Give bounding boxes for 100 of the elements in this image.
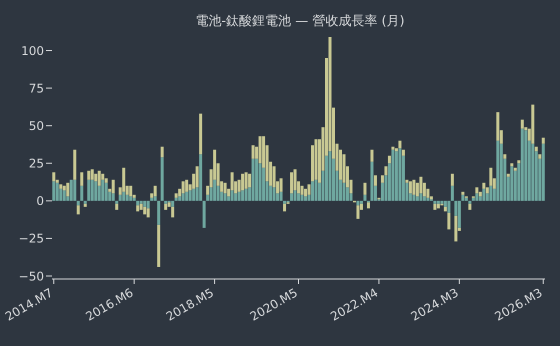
bar (468, 204, 472, 210)
bar (230, 190, 234, 201)
bar (304, 188, 308, 196)
bar (300, 194, 304, 201)
bar (447, 200, 450, 213)
bar (252, 158, 255, 201)
bar (115, 200, 118, 204)
bar (489, 186, 492, 201)
bar (542, 144, 545, 201)
bar (143, 206, 146, 214)
bar (160, 157, 164, 201)
bar (419, 193, 422, 201)
bar (224, 193, 227, 201)
bar (202, 200, 206, 228)
bar (388, 156, 391, 164)
bar (178, 196, 182, 201)
bar (241, 190, 244, 201)
bar (66, 182, 70, 196)
bar (76, 205, 80, 214)
bar (244, 188, 248, 201)
bar (262, 168, 266, 201)
bar (356, 200, 360, 206)
bar (171, 206, 174, 218)
bar (444, 206, 447, 212)
bar (115, 204, 118, 210)
bar (129, 186, 132, 196)
bar (150, 198, 154, 201)
bar (56, 182, 59, 201)
bar (311, 181, 314, 201)
bar (280, 178, 283, 192)
bar (272, 187, 276, 201)
bar (154, 196, 157, 201)
bar (213, 180, 216, 201)
bar (188, 190, 192, 201)
bar (52, 172, 56, 182)
bar (440, 200, 444, 204)
bar (87, 170, 90, 180)
bar (252, 145, 255, 159)
bar (80, 172, 84, 186)
bar (290, 172, 294, 194)
bar (489, 168, 492, 186)
y-tick-label: 75 (28, 81, 44, 96)
bar (517, 160, 520, 164)
bar (503, 154, 506, 159)
bar (294, 190, 297, 201)
bar (496, 112, 500, 141)
bar (500, 144, 503, 201)
bar (290, 193, 294, 201)
bar (520, 128, 524, 201)
bar (366, 202, 370, 208)
y-tick-label: −25 (18, 232, 44, 246)
bar (314, 139, 318, 180)
bar (514, 168, 517, 171)
bar (461, 194, 464, 201)
bar (294, 169, 297, 190)
bar (370, 162, 374, 201)
bar (394, 151, 398, 201)
bar (269, 186, 272, 201)
bar (450, 186, 454, 201)
bar (433, 200, 436, 204)
bar (182, 193, 185, 201)
bar (157, 224, 160, 267)
bar (304, 196, 308, 201)
bar (136, 205, 140, 212)
bar (118, 194, 122, 201)
bar (62, 190, 66, 201)
bar (419, 176, 422, 194)
bar (447, 212, 450, 230)
bar (182, 181, 185, 194)
bar (244, 172, 248, 189)
bar (90, 169, 94, 180)
bar (283, 200, 286, 204)
bar (342, 182, 346, 201)
bar (542, 138, 545, 144)
bar (398, 140, 402, 148)
bar (475, 193, 478, 201)
bar (192, 188, 196, 201)
bar (280, 192, 283, 201)
bar (531, 144, 534, 201)
bar (475, 187, 478, 194)
bar (433, 204, 436, 210)
bar (510, 166, 514, 201)
bar (255, 158, 258, 201)
bar (370, 150, 374, 162)
bar (146, 200, 150, 208)
bar (363, 182, 366, 195)
bar (73, 150, 76, 180)
bar (374, 175, 377, 186)
y-tick-label: 50 (28, 118, 44, 133)
bar (346, 187, 349, 201)
bar (112, 180, 115, 194)
bar (300, 186, 304, 195)
bar (52, 181, 56, 201)
bar (436, 204, 440, 208)
bar (402, 150, 405, 156)
bar (185, 180, 188, 192)
bar (450, 174, 454, 186)
bar (384, 166, 388, 176)
bar (196, 166, 199, 188)
bar (132, 198, 136, 201)
